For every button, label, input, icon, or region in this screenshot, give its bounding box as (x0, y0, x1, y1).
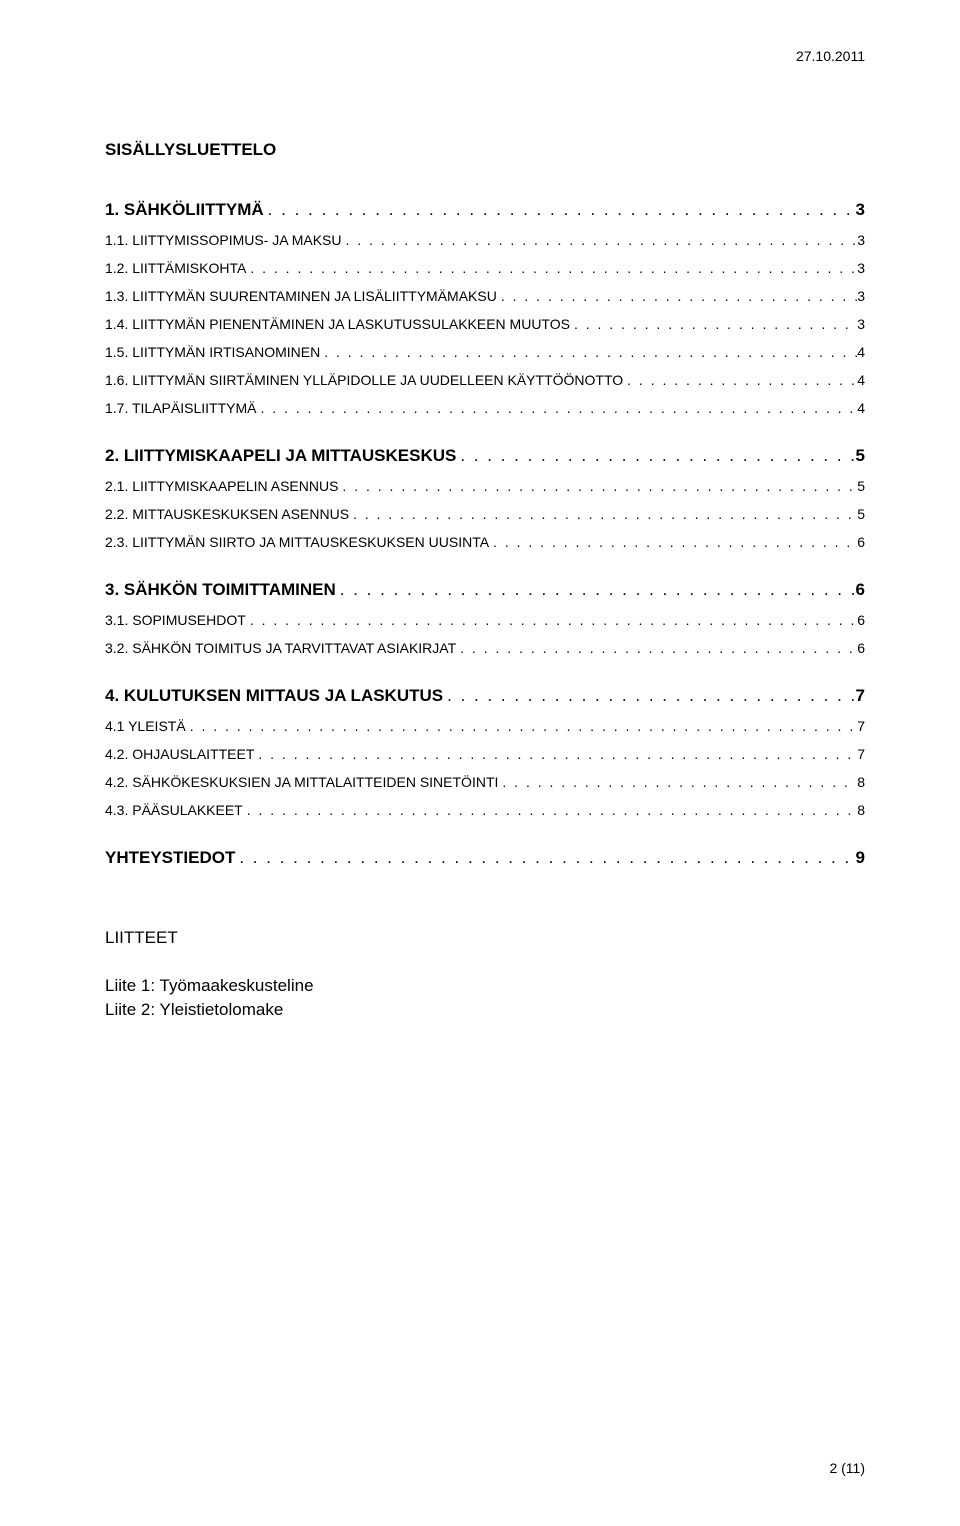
toc-page-number: 8 (857, 774, 865, 790)
header-date: 27.10.2011 (796, 48, 865, 64)
table-of-contents: 1. SÄHKÖLIITTYMÄ. . . . . . . . . . . . … (105, 200, 865, 868)
toc-page-number: 6 (857, 534, 865, 550)
toc-section: 3. SÄHKÖN TOIMITTAMINEN. . . . . . . . .… (105, 580, 865, 600)
toc-label: 1.7. TILAPÄISLIITTYMÄ (105, 400, 256, 416)
toc-page-number: 5 (857, 506, 865, 522)
toc-leader-dots: . . . . . . . . . . . . . . . . . . . . … (254, 746, 857, 762)
toc-subitem: 4.2. OHJAUSLAITTEET. . . . . . . . . . .… (105, 746, 865, 762)
page-title: SISÄLLYSLUETTELO (105, 140, 865, 160)
toc-label: 4. KULUTUKSEN MITTAUS JA LASKUTUS (105, 686, 443, 706)
document-page: 27.10.2011 SISÄLLYSLUETTELO 1. SÄHKÖLIIT… (0, 0, 960, 1526)
toc-page-number: 3 (857, 232, 865, 248)
toc-gap (105, 562, 865, 580)
toc-label: 4.3. PÄÄSULAKKEET (105, 802, 243, 818)
toc-subitem: 2.1. LIITTYMISKAAPELIN ASENNUS. . . . . … (105, 478, 865, 494)
toc-page-number: 4 (857, 344, 865, 360)
toc-leader-dots: . . . . . . . . . . . . . . . . . . . . … (342, 232, 858, 248)
page-number: 2 (11) (829, 1460, 865, 1476)
toc-leader-dots: . . . . . . . . . . . . . . . . . . . . … (456, 446, 855, 466)
toc-leader-dots: . . . . . . . . . . . . . . . . . . . . … (320, 344, 857, 360)
toc-leader-dots: . . . . . . . . . . . . . . . . . . . . … (456, 640, 857, 656)
toc-leader-dots: . . . . . . . . . . . . . . . . . . . . … (246, 612, 857, 628)
toc-label: 3. SÄHKÖN TOIMITTAMINEN (105, 580, 336, 600)
toc-subitem: 3.2. SÄHKÖN TOIMITUS JA TARVITTAVAT ASIA… (105, 640, 865, 656)
toc-subitem: 1.7. TILAPÄISLIITTYMÄ. . . . . . . . . .… (105, 400, 865, 416)
toc-leader-dots: . . . . . . . . . . . . . . . . . . . . … (256, 400, 857, 416)
toc-leader-dots: . . . . . . . . . . . . . . . . . . . . … (489, 534, 857, 550)
toc-leader-dots: . . . . . . . . . . . . . . . . . . . . … (623, 372, 857, 388)
toc-label: 2.3. LIITTYMÄN SIIRTO JA MITTAUSKESKUKSE… (105, 534, 489, 550)
toc-page-number: 7 (857, 746, 865, 762)
toc-page-number: 6 (857, 640, 865, 656)
toc-label: 2.1. LIITTYMISKAAPELIN ASENNUS (105, 478, 338, 494)
toc-subitem: 4.3. PÄÄSULAKKEET. . . . . . . . . . . .… (105, 802, 865, 818)
toc-label: 3.2. SÄHKÖN TOIMITUS JA TARVITTAVAT ASIA… (105, 640, 456, 656)
toc-leader-dots: . . . . . . . . . . . . . . . . . . . . … (235, 848, 855, 868)
toc-page-number: 3 (856, 200, 865, 220)
toc-subitem: 4.2. SÄHKÖKESKUKSIEN JA MITTALAITTEIDEN … (105, 774, 865, 790)
toc-label: 4.2. OHJAUSLAITTEET (105, 746, 254, 762)
toc-page-number: 3 (857, 260, 865, 276)
toc-subitem: 1.2. LIITTÄMISKOHTA. . . . . . . . . . .… (105, 260, 865, 276)
toc-subitem: 1.6. LIITTYMÄN SIIRTÄMINEN YLLÄPIDOLLE J… (105, 372, 865, 388)
toc-subitem: 4.1 YLEISTÄ. . . . . . . . . . . . . . .… (105, 718, 865, 734)
toc-subitem: 2.3. LIITTYMÄN SIIRTO JA MITTAUSKESKUKSE… (105, 534, 865, 550)
toc-page-number: 3 (857, 316, 865, 332)
toc-subitem: 1.4. LIITTYMÄN PIENENTÄMINEN JA LASKUTUS… (105, 316, 865, 332)
toc-gap (105, 830, 865, 848)
toc-section: 4. KULUTUKSEN MITTAUS JA LASKUTUS. . . .… (105, 686, 865, 706)
appendix-item: Liite 1: Työmaakeskusteline (105, 976, 865, 996)
toc-page-number: 5 (856, 446, 865, 466)
toc-subitem: 1.3. LIITTYMÄN SUURENTAMINEN JA LISÄLIIT… (105, 288, 865, 304)
toc-subitem: 3.1. SOPIMUSEHDOT. . . . . . . . . . . .… (105, 612, 865, 628)
toc-leader-dots: . . . . . . . . . . . . . . . . . . . . … (443, 686, 855, 706)
toc-gap (105, 668, 865, 686)
toc-subitem: 2.2. MITTAUSKESKUKSEN ASENNUS. . . . . .… (105, 506, 865, 522)
toc-label: 2. LIITTYMISKAAPELI JA MITTAUSKESKUS (105, 446, 456, 466)
toc-page-number: 6 (856, 580, 865, 600)
toc-label: 1.2. LIITTÄMISKOHTA (105, 260, 246, 276)
toc-label: YHTEYSTIEDOT (105, 848, 235, 868)
toc-leader-dots: . . . . . . . . . . . . . . . . . . . . … (570, 316, 857, 332)
toc-page-number: 3 (857, 288, 865, 304)
toc-page-number: 7 (856, 686, 865, 706)
toc-label: 1. SÄHKÖLIITTYMÄ (105, 200, 264, 220)
toc-gap (105, 428, 865, 446)
toc-page-number: 6 (857, 612, 865, 628)
toc-section: YHTEYSTIEDOT. . . . . . . . . . . . . . … (105, 848, 865, 868)
toc-subitem: 1.1. LIITTYMISSOPIMUS- JA MAKSU. . . . .… (105, 232, 865, 248)
toc-page-number: 8 (857, 802, 865, 818)
toc-leader-dots: . . . . . . . . . . . . . . . . . . . . … (243, 802, 857, 818)
toc-label: 1.1. LIITTYMISSOPIMUS- JA MAKSU (105, 232, 342, 248)
toc-page-number: 9 (856, 848, 865, 868)
toc-label: 1.6. LIITTYMÄN SIIRTÄMINEN YLLÄPIDOLLE J… (105, 372, 623, 388)
toc-leader-dots: . . . . . . . . . . . . . . . . . . . . … (264, 200, 856, 220)
toc-leader-dots: . . . . . . . . . . . . . . . . . . . . … (336, 580, 856, 600)
toc-leader-dots: . . . . . . . . . . . . . . . . . . . . … (349, 506, 857, 522)
toc-leader-dots: . . . . . . . . . . . . . . . . . . . . … (246, 260, 857, 276)
toc-label: 1.4. LIITTYMÄN PIENENTÄMINEN JA LASKUTUS… (105, 316, 570, 332)
appendix-item: Liite 2: Yleistietolomake (105, 1000, 865, 1020)
toc-section: 1. SÄHKÖLIITTYMÄ. . . . . . . . . . . . … (105, 200, 865, 220)
toc-page-number: 7 (857, 718, 865, 734)
toc-label: 4.1 YLEISTÄ (105, 718, 186, 734)
toc-leader-dots: . . . . . . . . . . . . . . . . . . . . … (338, 478, 857, 494)
toc-subitem: 1.5. LIITTYMÄN IRTISANOMINEN. . . . . . … (105, 344, 865, 360)
toc-label: 3.1. SOPIMUSEHDOT (105, 612, 246, 628)
toc-leader-dots: . . . . . . . . . . . . . . . . . . . . … (497, 288, 857, 304)
toc-page-number: 4 (857, 372, 865, 388)
toc-section: 2. LIITTYMISKAAPELI JA MITTAUSKESKUS. . … (105, 446, 865, 466)
appendix-heading: LIITTEET (105, 928, 865, 948)
toc-label: 2.2. MITTAUSKESKUKSEN ASENNUS (105, 506, 349, 522)
toc-leader-dots: . . . . . . . . . . . . . . . . . . . . … (498, 774, 857, 790)
toc-label: 1.3. LIITTYMÄN SUURENTAMINEN JA LISÄLIIT… (105, 288, 497, 304)
appendix-list: Liite 1: Työmaakeskusteline Liite 2: Ylei… (105, 976, 865, 1020)
toc-page-number: 5 (857, 478, 865, 494)
toc-label: 4.2. SÄHKÖKESKUKSIEN JA MITTALAITTEIDEN … (105, 774, 498, 790)
toc-page-number: 4 (857, 400, 865, 416)
toc-leader-dots: . . . . . . . . . . . . . . . . . . . . … (186, 718, 858, 734)
toc-label: 1.5. LIITTYMÄN IRTISANOMINEN (105, 344, 320, 360)
